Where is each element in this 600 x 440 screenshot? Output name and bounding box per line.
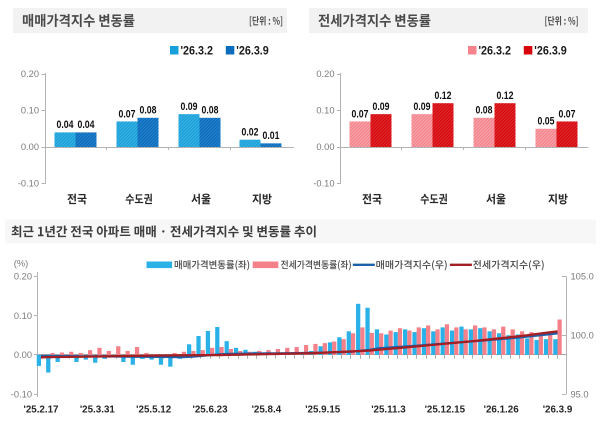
svg-text:0.04: 0.04 [57, 119, 74, 131]
svg-text:0.20: 0.20 [316, 69, 334, 79]
svg-text:-0.10: -0.10 [11, 389, 32, 399]
svg-text:'26.3.9: '26.3.9 [534, 43, 567, 57]
svg-text:0.00: 0.00 [21, 142, 39, 152]
svg-text:0.07: 0.07 [559, 108, 576, 120]
svg-text:0.09: 0.09 [373, 101, 390, 113]
svg-text:0.09: 0.09 [181, 101, 198, 113]
svg-text:'25.5.12: '25.5.12 [136, 405, 172, 416]
svg-text:0.04: 0.04 [78, 119, 95, 131]
svg-text:'25.2.17: '25.2.17 [23, 405, 59, 416]
svg-text:0.20: 0.20 [21, 69, 39, 79]
svg-text:0.20: 0.20 [14, 272, 32, 282]
svg-text:'25.8.4: '25.8.4 [252, 405, 282, 416]
svg-text:'26.3.9: '26.3.9 [543, 405, 573, 416]
svg-text:'26.3.2: '26.3.2 [479, 43, 512, 57]
svg-text:-0.10: -0.10 [313, 179, 334, 189]
svg-text:0.09: 0.09 [414, 101, 431, 113]
svg-text:-0.10: -0.10 [18, 179, 39, 189]
svg-text:0.01: 0.01 [263, 130, 280, 142]
svg-text:0.08: 0.08 [140, 105, 157, 117]
svg-text:'25.12.15: '25.12.15 [425, 405, 466, 416]
svg-text:'25.6.23: '25.6.23 [193, 405, 229, 416]
svg-text:0.07: 0.07 [352, 108, 369, 120]
svg-text:'26.1.26: '26.1.26 [484, 405, 520, 416]
svg-text:0.10: 0.10 [21, 106, 39, 116]
svg-text:0.08: 0.08 [202, 105, 219, 117]
svg-text:0.07: 0.07 [119, 108, 136, 120]
svg-text:95.0: 95.0 [571, 389, 589, 399]
svg-text:105.0: 105.0 [571, 272, 594, 282]
svg-text:100.0: 100.0 [571, 330, 594, 340]
svg-text:(%): (%) [14, 259, 28, 269]
svg-text:0.10: 0.10 [316, 106, 334, 116]
svg-text:'26.3.2: '26.3.2 [181, 43, 214, 57]
svg-text:0.12: 0.12 [497, 90, 514, 102]
svg-text:0.12: 0.12 [435, 90, 452, 102]
svg-text:'25.9.15: '25.9.15 [305, 405, 341, 416]
svg-text:0.10: 0.10 [14, 311, 32, 321]
svg-text:'25.3.31: '25.3.31 [80, 405, 116, 416]
svg-text:0.02: 0.02 [242, 127, 259, 139]
svg-text:0.05: 0.05 [538, 116, 555, 128]
svg-text:0.00: 0.00 [14, 350, 32, 360]
svg-text:'26.3.9: '26.3.9 [236, 43, 269, 57]
svg-text:0.08: 0.08 [476, 105, 493, 117]
svg-text:0.00: 0.00 [316, 142, 334, 152]
svg-text:'25.11.3: '25.11.3 [371, 405, 406, 416]
